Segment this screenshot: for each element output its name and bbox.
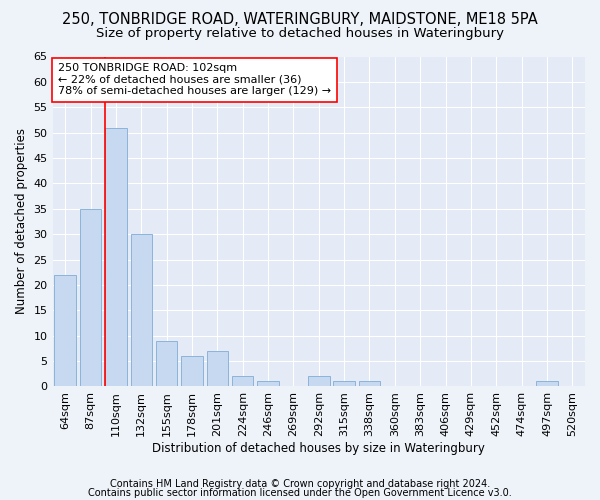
Bar [156, 341, 178, 386]
Text: 250, TONBRIDGE ROAD, WATERINGBURY, MAIDSTONE, ME18 5PA: 250, TONBRIDGE ROAD, WATERINGBURY, MAIDS… [62, 12, 538, 28]
Text: Contains HM Land Registry data © Crown copyright and database right 2024.: Contains HM Land Registry data © Crown c… [110, 479, 490, 489]
Bar [308, 376, 329, 386]
Text: 250 TONBRIDGE ROAD: 102sqm
← 22% of detached houses are smaller (36)
78% of semi: 250 TONBRIDGE ROAD: 102sqm ← 22% of deta… [58, 63, 331, 96]
Bar [536, 382, 558, 386]
Bar [359, 382, 380, 386]
X-axis label: Distribution of detached houses by size in Wateringbury: Distribution of detached houses by size … [152, 442, 485, 455]
Bar [181, 356, 203, 386]
Bar [105, 128, 127, 386]
Bar [80, 209, 101, 386]
Bar [206, 351, 228, 386]
Bar [232, 376, 253, 386]
Y-axis label: Number of detached properties: Number of detached properties [15, 128, 28, 314]
Text: Size of property relative to detached houses in Wateringbury: Size of property relative to detached ho… [96, 28, 504, 40]
Bar [131, 234, 152, 386]
Bar [55, 275, 76, 386]
Text: Contains public sector information licensed under the Open Government Licence v3: Contains public sector information licen… [88, 488, 512, 498]
Bar [334, 382, 355, 386]
Bar [257, 382, 279, 386]
